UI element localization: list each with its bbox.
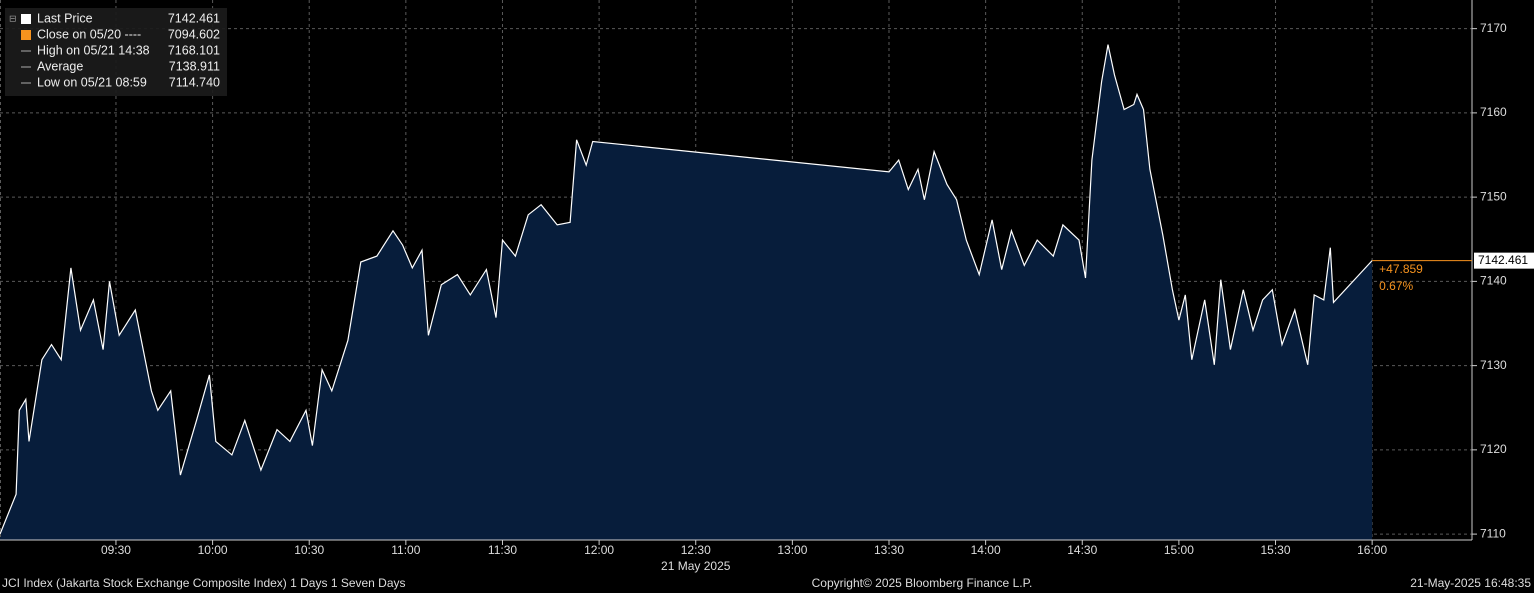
y-tick-label: 7130	[1480, 358, 1507, 372]
y-tick-label: 7120	[1480, 442, 1507, 456]
legend-toggle: ⊟	[9, 13, 17, 23]
x-tick-label: 13:00	[777, 543, 807, 557]
footer-right: 21-May-2025 16:48:35	[1410, 576, 1531, 590]
footer-left: JCI Index (Jakarta Stock Exchange Compos…	[2, 576, 406, 590]
x-tick-label: 12:00	[584, 543, 614, 557]
legend-value: 7168.101	[168, 43, 220, 57]
change-label: +47.859	[1379, 262, 1423, 276]
legend-label: Close on 05/20 ----	[37, 27, 141, 41]
y-tick-label: 7160	[1480, 105, 1507, 119]
y-tick-label: 7140	[1480, 274, 1507, 288]
x-tick-label: 12:30	[681, 543, 711, 557]
x-tick-label: 09:30	[101, 543, 131, 557]
legend-value: 7138.911	[169, 59, 220, 73]
x-tick-label: 10:00	[198, 543, 228, 557]
legend-label: High on 05/21 14:38	[37, 43, 150, 57]
date-label: 21 May 2025	[661, 559, 731, 573]
y-tick-label: 7150	[1480, 189, 1507, 203]
legend-label: Last Price	[37, 11, 93, 25]
footer-center: Copyright© 2025 Bloomberg Finance L.P.	[812, 576, 1033, 590]
x-tick-label: 14:30	[1067, 543, 1097, 557]
legend-value: 7114.740	[169, 75, 220, 89]
legend-swatch	[21, 14, 31, 24]
last-price-label: 7142.461	[1478, 253, 1528, 267]
area	[0, 44, 1373, 540]
x-tick-label: 15:00	[1164, 543, 1194, 557]
x-tick-label: 11:00	[391, 543, 420, 557]
last-price-tag	[1474, 252, 1534, 269]
x-tick-label: 16:00	[1357, 543, 1387, 557]
change-label: 0.67%	[1379, 279, 1413, 293]
legend-label: Average	[37, 59, 83, 73]
legend-box	[5, 8, 227, 96]
y-tick-label: 7110	[1480, 526, 1506, 540]
x-tick-label: 10:30	[294, 543, 324, 557]
legend-value: 7094.602	[168, 27, 220, 41]
x-tick-label: 15:30	[1261, 543, 1291, 557]
legend-value: 7142.461	[168, 11, 220, 25]
x-tick-label: 14:00	[971, 543, 1001, 557]
legend-label: Low on 05/21 08:59	[37, 75, 147, 89]
price-line	[0, 44, 1373, 535]
x-tick-label: 11:30	[488, 543, 517, 557]
legend-swatch	[21, 30, 31, 40]
x-tick-label: 13:30	[874, 543, 904, 557]
y-tick-label: 7170	[1480, 21, 1507, 35]
